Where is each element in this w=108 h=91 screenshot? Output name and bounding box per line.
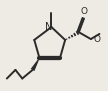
Text: N: N bbox=[45, 22, 53, 32]
Text: O: O bbox=[80, 7, 87, 16]
Polygon shape bbox=[31, 58, 40, 71]
Text: O: O bbox=[93, 35, 100, 44]
